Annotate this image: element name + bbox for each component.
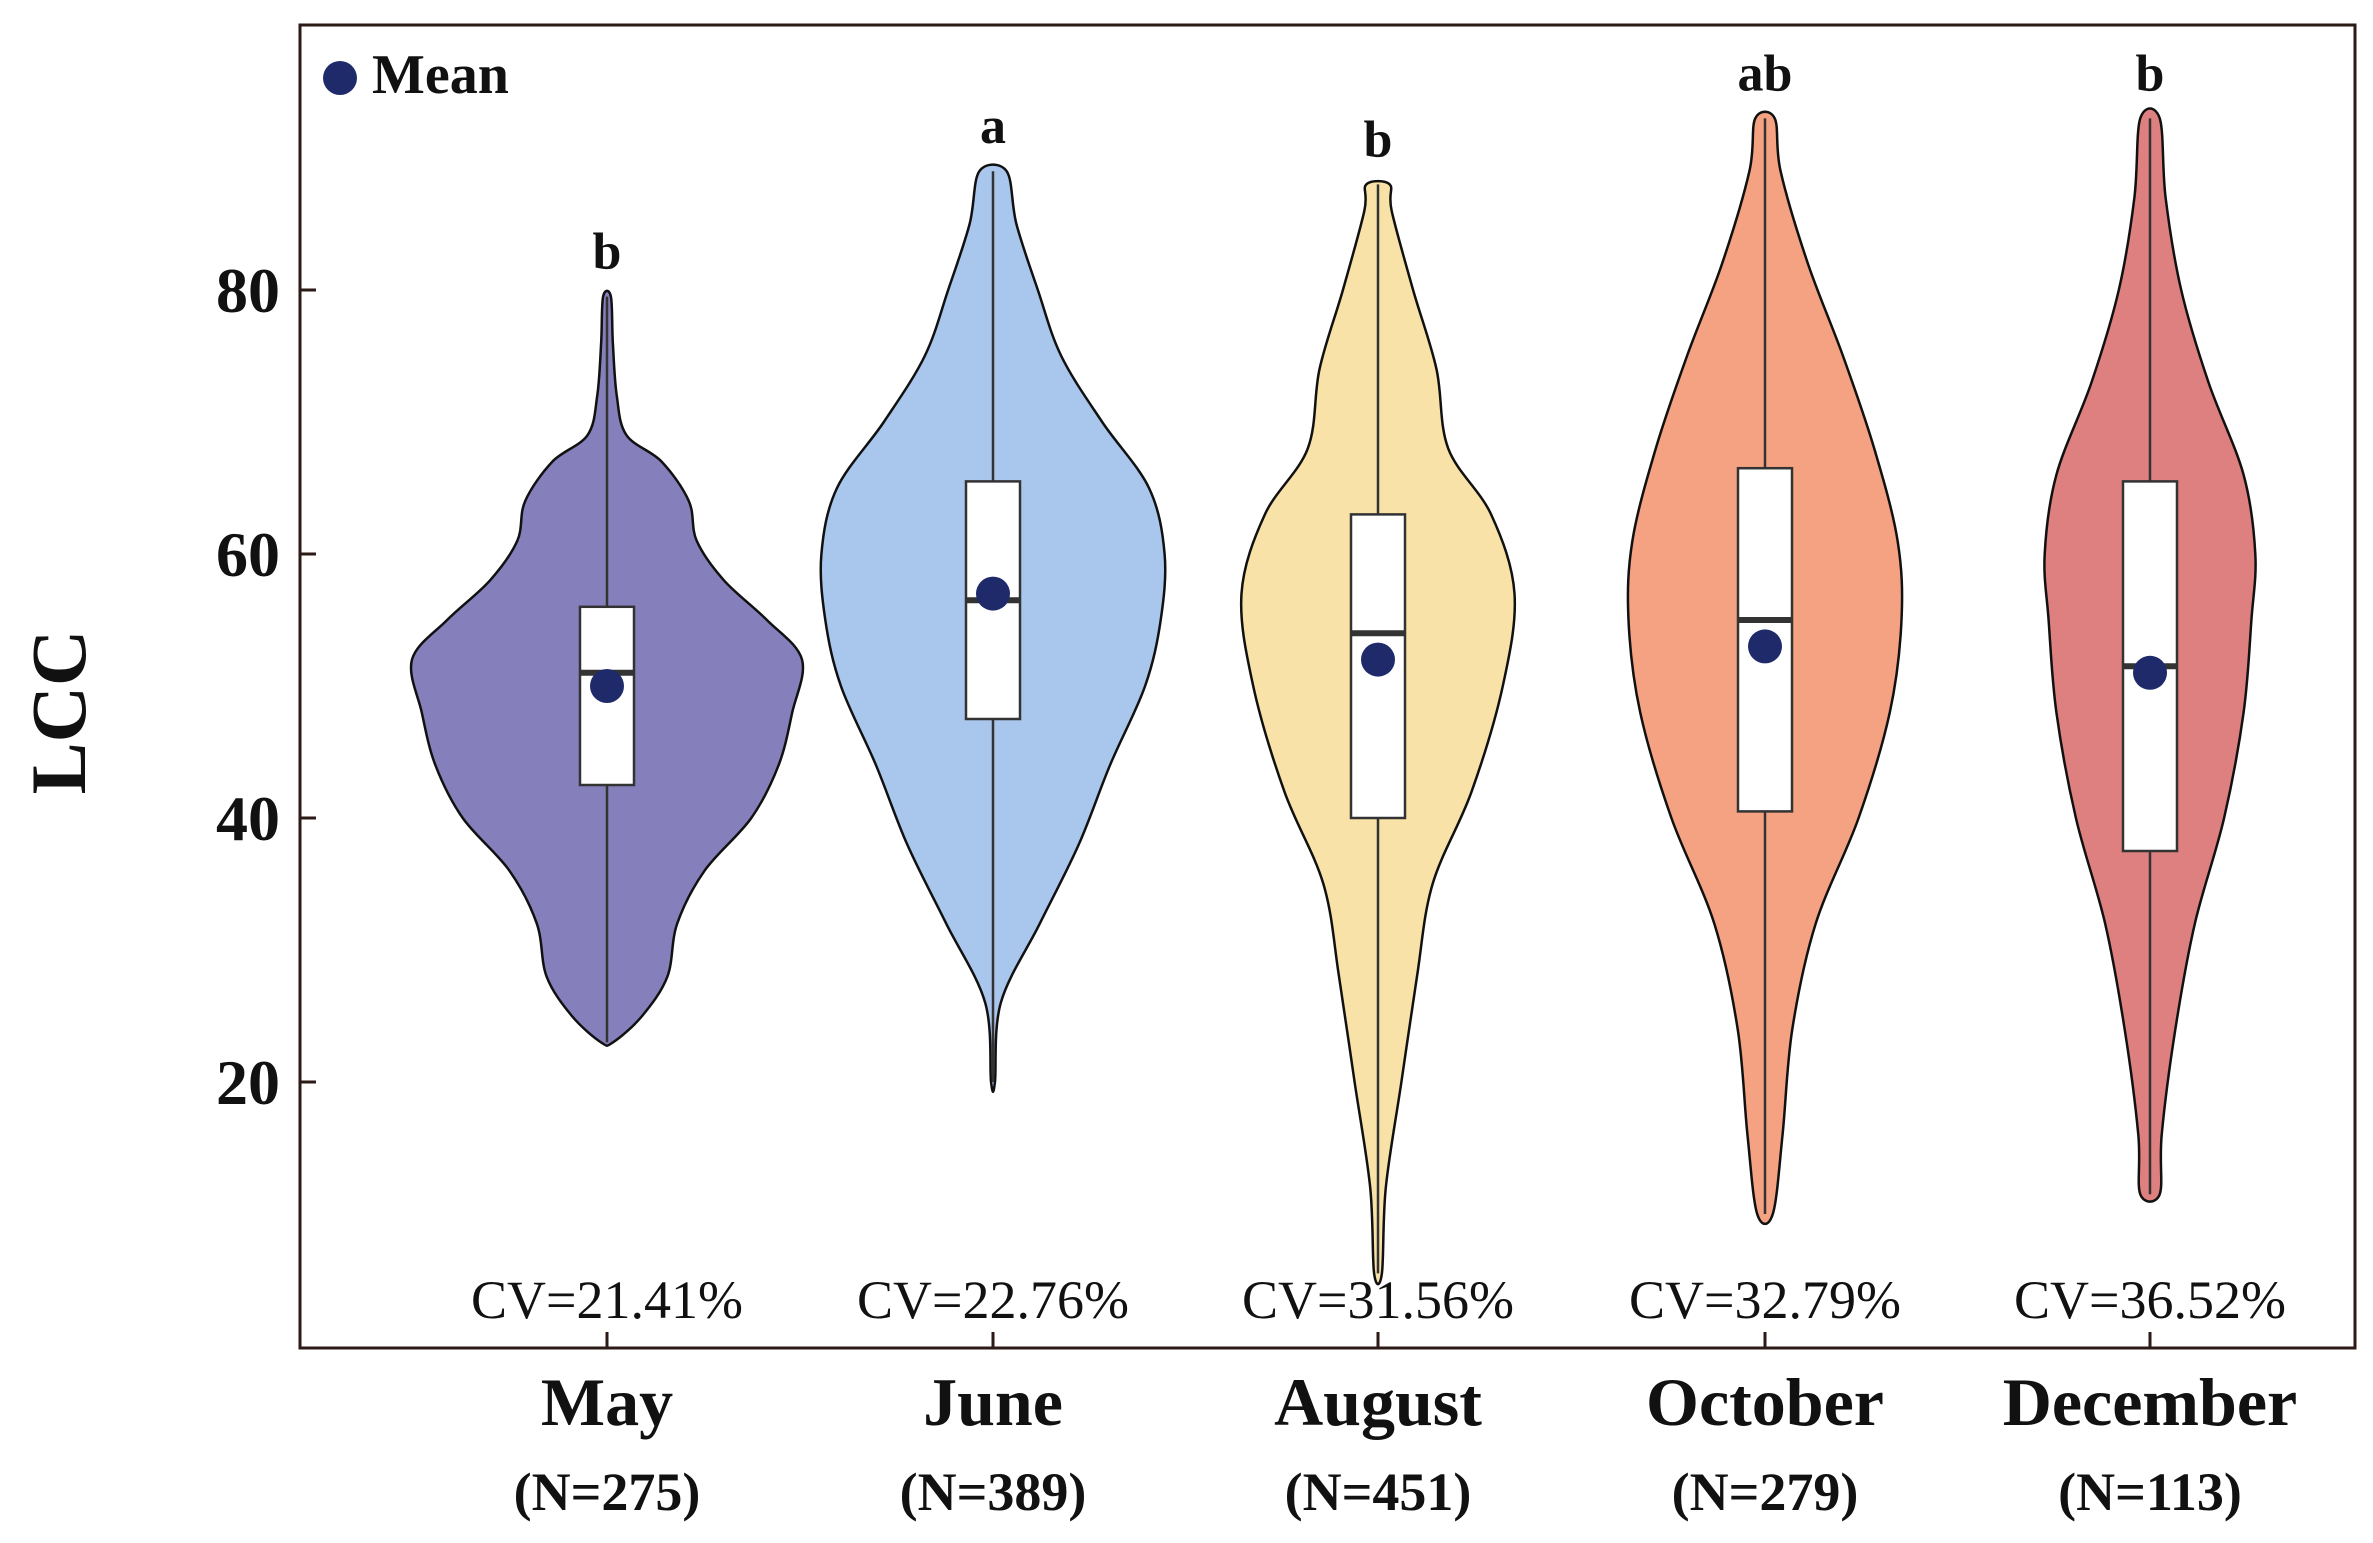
y-tick-label-80: 80: [216, 255, 280, 326]
violin-group-december: b CV=36.52%: [2014, 45, 2286, 1330]
violin-group-may: b CV=21.41%: [409, 224, 805, 1330]
significance-letter-december: b: [2136, 45, 2165, 102]
y-tick-label-60: 60: [216, 519, 280, 590]
y-tick-label-40: 40: [216, 783, 280, 854]
x-tick-label-may: May: [541, 1364, 673, 1440]
y-axis-label: LCC: [15, 630, 102, 795]
significance-letter-june: a: [980, 98, 1006, 155]
legend: Mean: [323, 44, 509, 106]
violin-group-october: ab CV=32.79%: [1626, 45, 1904, 1330]
n-label-august: (N=451): [1285, 1462, 1472, 1522]
cv-label-october: CV=32.79%: [1629, 1270, 1901, 1330]
n-label-june: (N=389): [900, 1462, 1087, 1522]
violin-group-august: b CV=31.56%: [1239, 111, 1517, 1330]
n-label-october: (N=279): [1672, 1462, 1859, 1522]
cv-label-june: CV=22.76%: [857, 1270, 1129, 1330]
n-label-december: (N=113): [2058, 1462, 2242, 1522]
legend-mean-label: Mean: [372, 44, 509, 106]
cv-label-may: CV=21.41%: [471, 1270, 743, 1330]
legend-mean-marker: [323, 61, 357, 95]
violin-group-june: a CV=22.76%: [819, 98, 1167, 1330]
mean-point-may: [590, 669, 624, 703]
significance-letter-october: ab: [1738, 45, 1793, 102]
mean-point-june: [976, 576, 1010, 611]
violins: b CV=21.41% a CV=22.76% b CV=31.56% ab CV=32.79…: [409, 45, 2286, 1330]
cv-label-december: CV=36.52%: [2014, 1270, 2286, 1330]
mean-point-december: [2133, 655, 2167, 690]
x-tick-label-august: August: [1274, 1364, 1482, 1440]
n-label-may: (N=275): [514, 1462, 701, 1522]
y-axis: 20 40 60 80: [216, 255, 316, 1118]
x-tick-label-october: October: [1646, 1364, 1884, 1440]
mean-point-august: [1361, 642, 1395, 677]
significance-letter-may: b: [593, 224, 622, 281]
x-axis: May (N=275) June (N=389) August (N=451) Octobe…: [514, 1332, 2297, 1522]
mean-point-october: [1748, 629, 1782, 664]
y-tick-label-20: 20: [216, 1047, 280, 1118]
x-tick-label-june: June: [923, 1364, 1063, 1440]
x-tick-label-december: December: [2003, 1364, 2297, 1440]
cv-label-august: CV=31.56%: [1242, 1270, 1514, 1330]
significance-letter-august: b: [1364, 111, 1393, 168]
